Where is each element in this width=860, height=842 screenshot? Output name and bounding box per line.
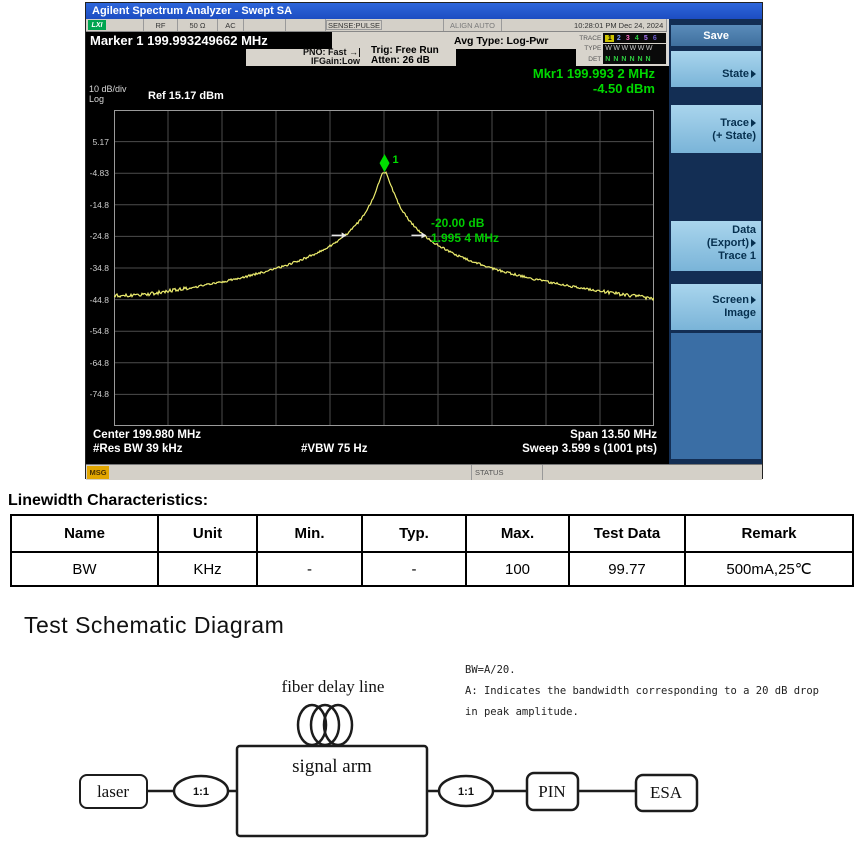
message-status-bar: MSG STATUS bbox=[86, 464, 762, 480]
scale-label: 10 dB/div Log bbox=[89, 84, 127, 104]
schematic-notes: BW=A/20. A: Indicates the bandwidth corr… bbox=[465, 664, 820, 718]
spectrum-plot: 1 bbox=[113, 109, 655, 427]
spectrum-analyzer-window: Agilent Spectrum Analyzer - Swept SA LXI… bbox=[85, 2, 763, 480]
col-header: Typ. bbox=[361, 514, 467, 553]
signal-arm-label: signal arm bbox=[292, 756, 372, 777]
esa-box bbox=[634, 773, 699, 813]
window-title: Agilent Spectrum Analyzer - Swept SA bbox=[92, 5, 293, 17]
pin-label: PIN bbox=[538, 782, 565, 801]
y-axis-tick: -24.8 bbox=[89, 231, 109, 242]
vbw-label: #VBW 75 Hz bbox=[301, 443, 368, 455]
col-header: Name bbox=[10, 514, 159, 553]
status-indicator: STATUS bbox=[471, 465, 543, 480]
sweep-label: Sweep 3.599 s (1001 pts) bbox=[522, 443, 657, 455]
table-cell: KHz bbox=[157, 551, 258, 587]
laser-label: laser bbox=[97, 782, 129, 801]
y-axis-tick: -4.83 bbox=[89, 168, 109, 179]
table-header-row: Name Unit Min. Typ. Max. Test Data Remar… bbox=[10, 514, 854, 553]
marker-number: 1 bbox=[393, 154, 399, 166]
ref-level-label: Ref 15.17 dBm bbox=[148, 90, 224, 102]
col-header: Test Data bbox=[568, 514, 686, 553]
msg-indicator: MSG bbox=[87, 466, 109, 479]
softkey-screen-image-button[interactable]: Screen Image bbox=[671, 284, 761, 330]
y-axis-tick: -64.8 bbox=[89, 357, 109, 368]
table-cell: 99.77 bbox=[568, 551, 686, 587]
y-axis-tick: -14.8 bbox=[89, 199, 109, 210]
sense-indicator: SENSE:PULSE bbox=[326, 20, 382, 30]
fiber-coil-icon bbox=[296, 703, 354, 747]
impedance-indicator: 50 Ω bbox=[178, 19, 218, 31]
laser-box bbox=[79, 774, 148, 809]
softkey-empty-slot bbox=[671, 333, 761, 459]
linewidth-heading: Linewidth Characteristics: bbox=[8, 492, 209, 509]
coupler-1 bbox=[172, 774, 230, 808]
pno-arrow-icon: → bbox=[349, 47, 360, 57]
chevron-right-icon bbox=[751, 119, 756, 128]
active-marker-readout: Mkr1 199.993 2 MHz -4.50 dBm bbox=[532, 66, 655, 96]
delta-marker-annotation: -20.00 dB 1.995 4 MHz bbox=[431, 216, 500, 245]
softkey-data-export-button[interactable]: Data (Export) Trace 1 bbox=[671, 221, 761, 271]
softkey-menu-title: Save bbox=[671, 25, 761, 46]
datetime-display: 10:28:01 PM Dec 24, 2024 bbox=[502, 19, 668, 31]
test-schematic-diagram: fiber delay line laser 1:1 signal arm 1:… bbox=[79, 677, 699, 838]
coupler-2-label: 1:1 bbox=[458, 786, 474, 798]
table-cell: BW bbox=[10, 551, 159, 587]
col-header: Min. bbox=[256, 514, 363, 553]
signal-arm-box bbox=[235, 744, 429, 838]
col-header: Unit bbox=[157, 514, 258, 553]
chevron-right-icon bbox=[751, 239, 756, 248]
table-cell: - bbox=[256, 551, 363, 587]
y-axis-tick: 5.17 bbox=[92, 136, 109, 147]
trig-atten-block: Trig: Free Run Atten: 26 dB bbox=[371, 45, 439, 66]
trace-type-values: WWWWWW bbox=[605, 45, 654, 53]
linewidth-table: Name Unit Min. Typ. Max. Test Data Remar… bbox=[10, 514, 854, 587]
table-cell: 100 bbox=[465, 551, 570, 587]
align-indicator: ALIGN AUTO bbox=[444, 19, 502, 31]
measurement-bar: Marker 1 199.993249662 MHz Avg Type: Log… bbox=[86, 32, 668, 66]
col-header: Remark bbox=[684, 514, 854, 553]
rf-indicator: RF bbox=[144, 19, 178, 31]
y-axis-tick: -34.8 bbox=[89, 263, 109, 273]
pin-box bbox=[525, 771, 580, 812]
y-axis-tick: -54.8 bbox=[89, 326, 109, 337]
coupling-indicator: AC bbox=[218, 19, 244, 31]
chevron-right-icon bbox=[751, 70, 756, 79]
schematic-heading: Test Schematic Diagram bbox=[24, 612, 285, 638]
res-bw-label: #Res BW 39 kHz bbox=[93, 443, 183, 455]
lxi-indicator: LXI bbox=[88, 20, 106, 30]
table-cell: - bbox=[361, 551, 467, 587]
pno-ifgain-block: PNO: Fast → IFGain:Low bbox=[302, 47, 360, 66]
status-strip: LXI RF 50 Ω AC SENSE:PULSE ALIGN AUTO 10… bbox=[86, 19, 668, 32]
y-axis-labels: 5.17 -4.83 -14.8 -24.8 -34.8 -44.8 -54.8 -64.8 -… bbox=[86, 110, 112, 426]
softkey-panel: Save State Trace (+ State) Data (Export)… bbox=[669, 19, 762, 464]
coupler-2 bbox=[437, 774, 495, 808]
window-titlebar: Agilent Spectrum Analyzer - Swept SA bbox=[86, 3, 762, 19]
span-label: Span 13.50 MHz bbox=[570, 429, 657, 441]
center-freq-label: Center 199.980 MHz bbox=[93, 429, 202, 441]
y-axis-tick: -44.8 bbox=[89, 294, 109, 305]
avg-type-label: Avg Type: Log-Pwr bbox=[454, 35, 549, 47]
softkey-trace-button[interactable]: Trace (+ State) bbox=[671, 105, 761, 153]
y-axis-tick: -74.8 bbox=[89, 389, 109, 400]
fiber-delay-line-label: fiber delay line bbox=[282, 677, 385, 696]
analyzer-screen: LXI RF 50 Ω AC SENSE:PULSE ALIGN AUTO 10… bbox=[86, 19, 669, 464]
esa-label: ESA bbox=[650, 783, 683, 802]
chevron-right-icon bbox=[751, 296, 756, 305]
marker-readout: Marker 1 199.993249662 MHz bbox=[86, 32, 332, 49]
table-cell: 500mA,25℃ bbox=[684, 551, 854, 587]
softkey-state-button[interactable]: State bbox=[671, 51, 761, 87]
trace-det-values: NNNNNN bbox=[605, 55, 654, 63]
table-row: BW KHz - - 100 99.77 500mA,25℃ bbox=[10, 551, 854, 587]
spectrum-display: Mkr1 199.993 2 MHz -4.50 dBm 10 dB/div L… bbox=[86, 66, 669, 464]
coupler-1-label: 1:1 bbox=[193, 786, 209, 798]
col-header: Max. bbox=[465, 514, 570, 553]
